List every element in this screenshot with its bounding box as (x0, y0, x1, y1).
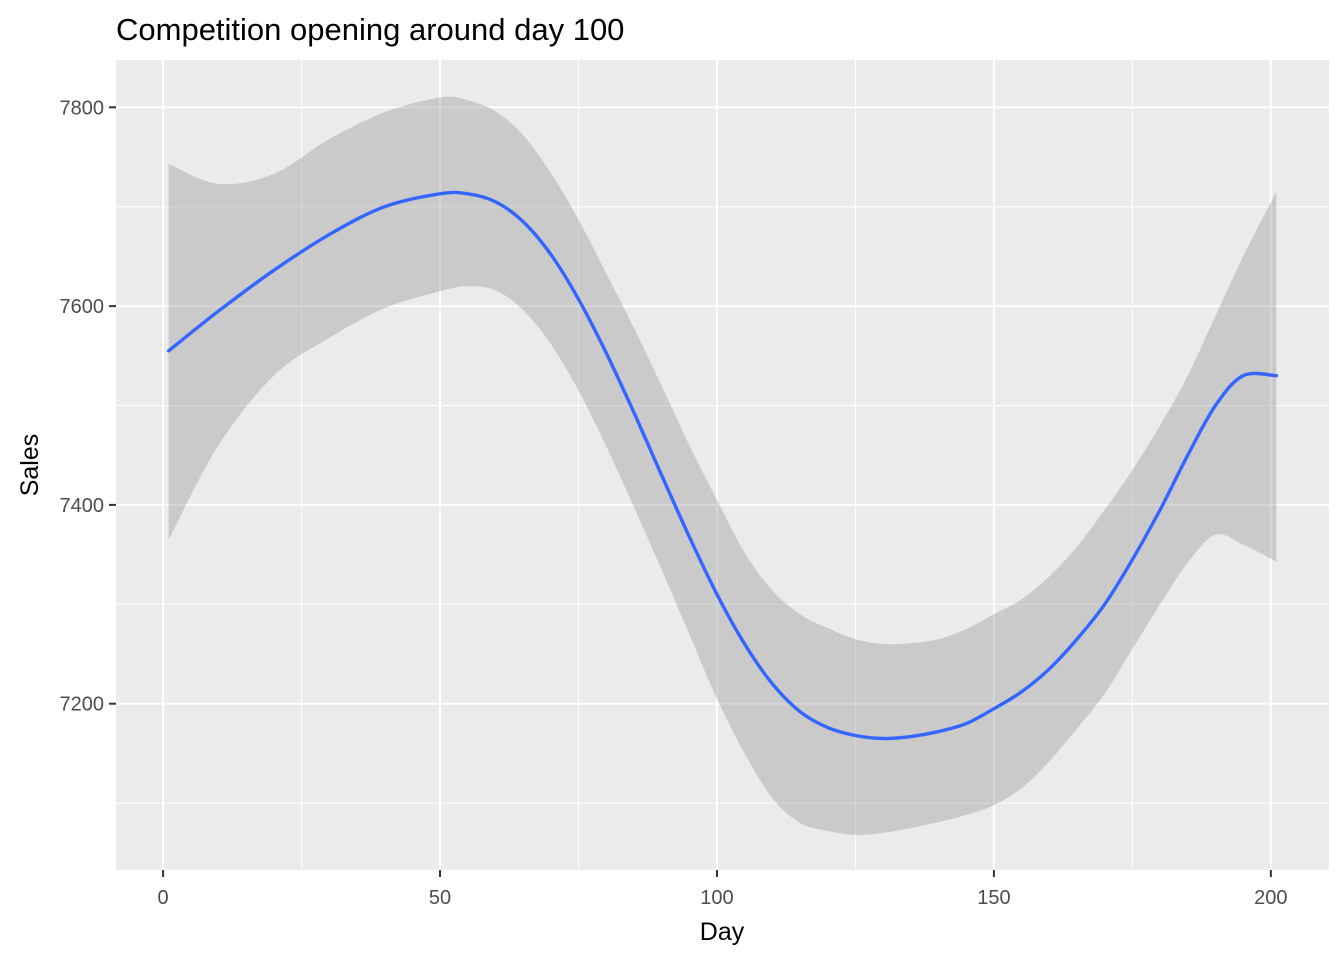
confidence-ribbon (168, 96, 1277, 835)
plot-panel (116, 60, 1329, 870)
x-tick-label: 200 (1254, 887, 1287, 909)
x-tick-label: 150 (977, 887, 1010, 909)
smooth-trend-line (166, 190, 1279, 741)
x-tick-label: 50 (429, 887, 451, 909)
y-tick-label: 7800 (60, 97, 105, 119)
chart-title: Competition opening around day 100 (116, 12, 624, 47)
x-axis: 0 50 100 150 200 (158, 870, 1288, 909)
y-axis: 7200 7400 7600 7800 (60, 97, 116, 716)
y-tick-label: 7200 (60, 694, 105, 716)
x-axis-title: Day (700, 918, 745, 946)
y-axis-title: Sales (16, 434, 44, 497)
x-tick-label: 0 (158, 887, 169, 909)
x-tick-label: 100 (700, 887, 733, 909)
y-tick-label: 7600 (60, 296, 105, 318)
major-gridlines (116, 60, 1329, 870)
y-tick-label: 7400 (60, 495, 105, 517)
